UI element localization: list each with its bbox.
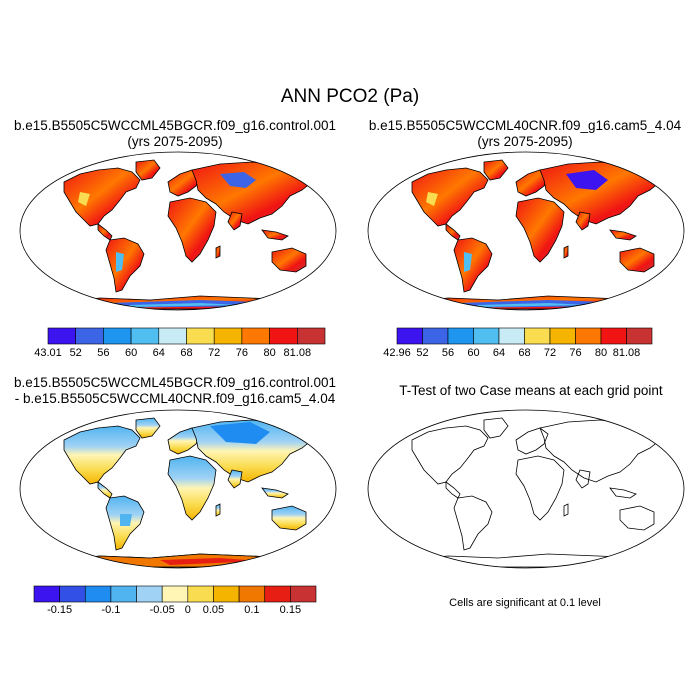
colorbar-label: -0.15 <box>47 604 73 616</box>
colorbar-swatch <box>130 327 160 345</box>
colorbar-swatch <box>75 327 104 345</box>
colorbar-label: -0.05 <box>149 604 175 616</box>
colorbar-label: -0.1 <box>101 604 121 616</box>
panel1-map <box>19 151 337 311</box>
colorbar-label: 60 <box>124 347 138 359</box>
colorbar-label: 0.15 <box>279 604 302 616</box>
colorbar-label: 68 <box>180 347 193 359</box>
colorbar-swatch <box>524 327 551 345</box>
colorbar-label: 68 <box>518 347 531 359</box>
panel1-colorbar <box>47 327 326 345</box>
colorbar-label: 81.08 <box>612 347 641 359</box>
colorbar-swatch <box>396 327 423 345</box>
colorbar-swatch <box>296 327 326 345</box>
colorbar-swatch <box>498 327 525 345</box>
panel2-colorbar <box>396 327 653 345</box>
panel2-map <box>367 151 685 311</box>
colorbar-swatch <box>241 327 270 345</box>
colorbar-swatch <box>136 585 163 603</box>
colorbar-swatch <box>59 585 86 603</box>
colorbar-swatch <box>422 327 449 345</box>
panel2-title-line1: b.e15.B5505C5WCCML40CNR.f09_g16.cam5_4.0… <box>368 118 682 133</box>
colorbar-label: 0.1 <box>244 604 260 616</box>
colorbar-label: 42.96 <box>383 347 411 359</box>
colorbar-label: 56 <box>441 347 455 359</box>
colorbar-label: 80 <box>263 347 276 359</box>
colorbar-label: 60 <box>467 347 480 359</box>
colorbar-swatch <box>213 327 243 345</box>
colorbar-swatch <box>238 585 266 603</box>
colorbar-swatch <box>290 585 317 603</box>
panel3-colorbar <box>33 585 317 603</box>
colorbar-label: 80 <box>594 347 608 359</box>
panel1-title-line1: b.e15.B5505C5WCCML45BGCR.f09_g16.control… <box>14 118 336 133</box>
panel4-title-line1: T-Test of two Case means at each grid po… <box>399 383 663 398</box>
colorbar-swatch <box>161 585 189 603</box>
colorbar-swatch <box>158 327 187 345</box>
colorbar-swatch <box>110 585 137 603</box>
panel3-map <box>19 409 337 569</box>
panel4-title: T-Test of two Case means at each grid po… <box>356 383 700 399</box>
colorbar-label: 76 <box>569 347 582 359</box>
panel2-title-line2: (yrs 2075-2095) <box>477 134 573 149</box>
colorbar-swatch <box>549 327 576 345</box>
colorbar-swatch <box>264 585 291 603</box>
colorbar-label: 76 <box>235 347 249 359</box>
panel3-title: b.e15.B5505C5WCCML45BGCR.f09_g16.control… <box>0 375 350 407</box>
panel4-map <box>367 409 685 569</box>
colorbar-label: 0.05 <box>202 604 225 616</box>
colorbar-swatch <box>575 327 602 345</box>
colorbar-swatch <box>187 585 214 603</box>
colorbar-swatch <box>626 327 653 345</box>
colorbar-label: 72 <box>208 347 221 359</box>
colorbar-swatch <box>103 327 132 345</box>
colorbar-swatch <box>269 327 298 345</box>
colorbar-swatch <box>600 327 627 345</box>
colorbar-swatch <box>473 327 500 345</box>
colorbar-swatch <box>84 585 112 603</box>
colorbar-label: 43.01 <box>34 347 62 359</box>
figure-title: ANN PCO2 (Pa) <box>280 86 420 107</box>
panel1-title-line2: (yrs 2075-2095) <box>127 134 223 149</box>
colorbar-label: 0 <box>184 604 191 616</box>
colorbar-swatch <box>447 327 474 345</box>
colorbar-swatch <box>213 585 240 603</box>
colorbar-swatch <box>47 327 77 345</box>
panel3-title-line2: - b.e15.B5505C5WCCML40CNR.f09_g16.cam5_4… <box>14 391 336 406</box>
colorbar-swatch <box>186 327 215 345</box>
colorbar-label: 81.08 <box>283 347 312 359</box>
panel2-title: b.e15.B5505C5WCCML40CNR.f09_g16.cam5_4.0… <box>350 118 700 150</box>
panel1-title: b.e15.B5505C5WCCML45BGCR.f09_g16.control… <box>0 118 350 150</box>
panel3-title-line1: b.e15.B5505C5WCCML45BGCR.f09_g16.control… <box>14 375 336 390</box>
significance-note: Cells are significant at 0.1 level <box>449 597 601 609</box>
colorbar-swatch <box>33 585 60 603</box>
colorbar-label: 52 <box>416 347 429 359</box>
colorbar-label: 52 <box>69 347 82 359</box>
colorbar-label: 64 <box>152 347 165 359</box>
colorbar-label: 64 <box>492 347 506 359</box>
colorbar-label: 72 <box>543 347 557 359</box>
colorbar-label: 56 <box>97 347 110 359</box>
